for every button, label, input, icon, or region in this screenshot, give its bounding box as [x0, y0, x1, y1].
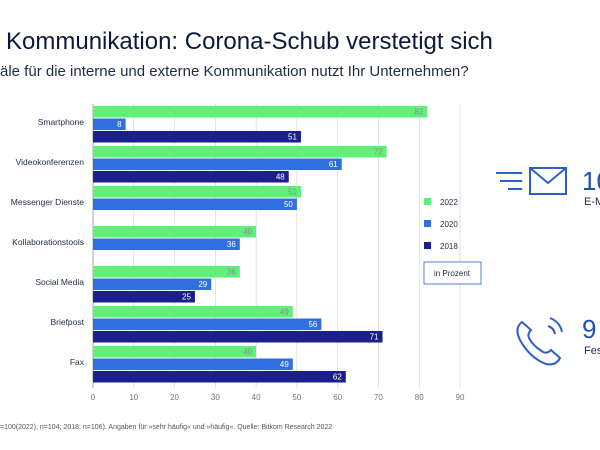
chart-subtitle: äle für die interne und externe Kommunik…	[0, 63, 469, 80]
bar-2020	[93, 318, 322, 330]
legend: 2022 2020 2018 in Prozent	[423, 198, 482, 285]
category-label: Fax	[70, 357, 85, 367]
email-stat-label: E-M	[584, 196, 600, 208]
legend-label: 2022	[440, 198, 458, 207]
chart-title: Kommunikation: Corona-Schub verstetigt s…	[6, 28, 493, 55]
data-label: 36	[227, 240, 236, 249]
data-label: 51	[288, 133, 297, 142]
x-tick-label: 70	[374, 393, 383, 402]
legend-swatch-2018	[424, 242, 431, 249]
bar-2018	[93, 171, 289, 183]
email-stat-number: 10	[582, 166, 600, 196]
legend-swatch-2022	[424, 198, 431, 205]
category-label: Messenger Dienste	[11, 197, 85, 207]
bar-2020	[93, 198, 297, 210]
bar-2022	[93, 306, 293, 318]
x-tick-label: 40	[252, 393, 261, 402]
data-label: 51	[288, 188, 297, 197]
unit-note: in Prozent	[434, 269, 471, 278]
bar-2018	[93, 371, 346, 383]
data-label: 8	[117, 120, 122, 129]
bar-2020	[93, 238, 240, 250]
x-tick-labels: 0 10 20 30 40 50 60 70 80 90	[91, 393, 465, 402]
data-label: 36	[227, 268, 236, 277]
data-label: 25	[182, 293, 191, 302]
bar-2020	[93, 278, 212, 290]
legend-label: 2020	[440, 220, 458, 229]
data-label: 62	[333, 373, 342, 382]
category-label: Kollaborationstools	[12, 237, 84, 247]
bar-2022	[93, 346, 257, 358]
x-tick-label: 50	[292, 393, 301, 402]
data-label: 56	[308, 320, 317, 329]
bar-2022	[93, 186, 301, 198]
source-footnote: =100(2022); n=104; 2018: n=106). Angaben…	[0, 424, 333, 431]
bar-2022	[93, 226, 257, 238]
data-label: 49	[280, 360, 289, 369]
bar-2022	[93, 106, 428, 118]
x-tick-label: 60	[333, 393, 342, 402]
bar-2020	[93, 158, 342, 170]
data-label: 72	[374, 148, 383, 157]
category-labels: Smartphone Videokonferenzen Messenger Dien…	[11, 117, 85, 367]
category-label: Smartphone	[38, 117, 85, 127]
x-tick-label: 0	[91, 393, 96, 402]
data-label: 48	[276, 173, 285, 182]
category-label: Videokonferenzen	[16, 157, 85, 167]
data-label: 82	[414, 108, 423, 117]
legend-swatch-2020	[424, 220, 431, 227]
unit-note-box	[423, 261, 482, 285]
bar-2018	[93, 131, 301, 143]
bar-2020	[93, 118, 126, 130]
bar-2018	[93, 291, 195, 303]
x-tick-label: 80	[415, 393, 424, 402]
data-label: 40	[243, 228, 252, 237]
data-label: 61	[329, 160, 338, 169]
x-tick-label: 90	[456, 393, 465, 402]
data-label: 49	[280, 308, 289, 317]
x-tick-label: 20	[170, 393, 179, 402]
x-tick-label: 10	[129, 393, 138, 402]
data-label: 29	[198, 280, 207, 289]
bar-2022	[93, 146, 387, 158]
phone-icon	[516, 317, 563, 366]
side-icons	[496, 167, 567, 366]
fixed-phone-stat-label: Fes	[584, 345, 600, 357]
data-label: 50	[284, 200, 293, 209]
bar-2018	[93, 331, 383, 343]
bar-2022	[93, 266, 240, 278]
bar-2020	[93, 358, 293, 370]
x-tick-label: 30	[211, 393, 220, 402]
email-icon	[496, 167, 567, 195]
fixed-phone-stat-number: 9	[582, 314, 597, 344]
category-label: Social Media	[35, 277, 84, 287]
data-label: 40	[243, 348, 252, 357]
legend-label: 2018	[440, 242, 458, 251]
data-label: 71	[370, 333, 379, 342]
category-label: Briefpost	[50, 317, 84, 327]
